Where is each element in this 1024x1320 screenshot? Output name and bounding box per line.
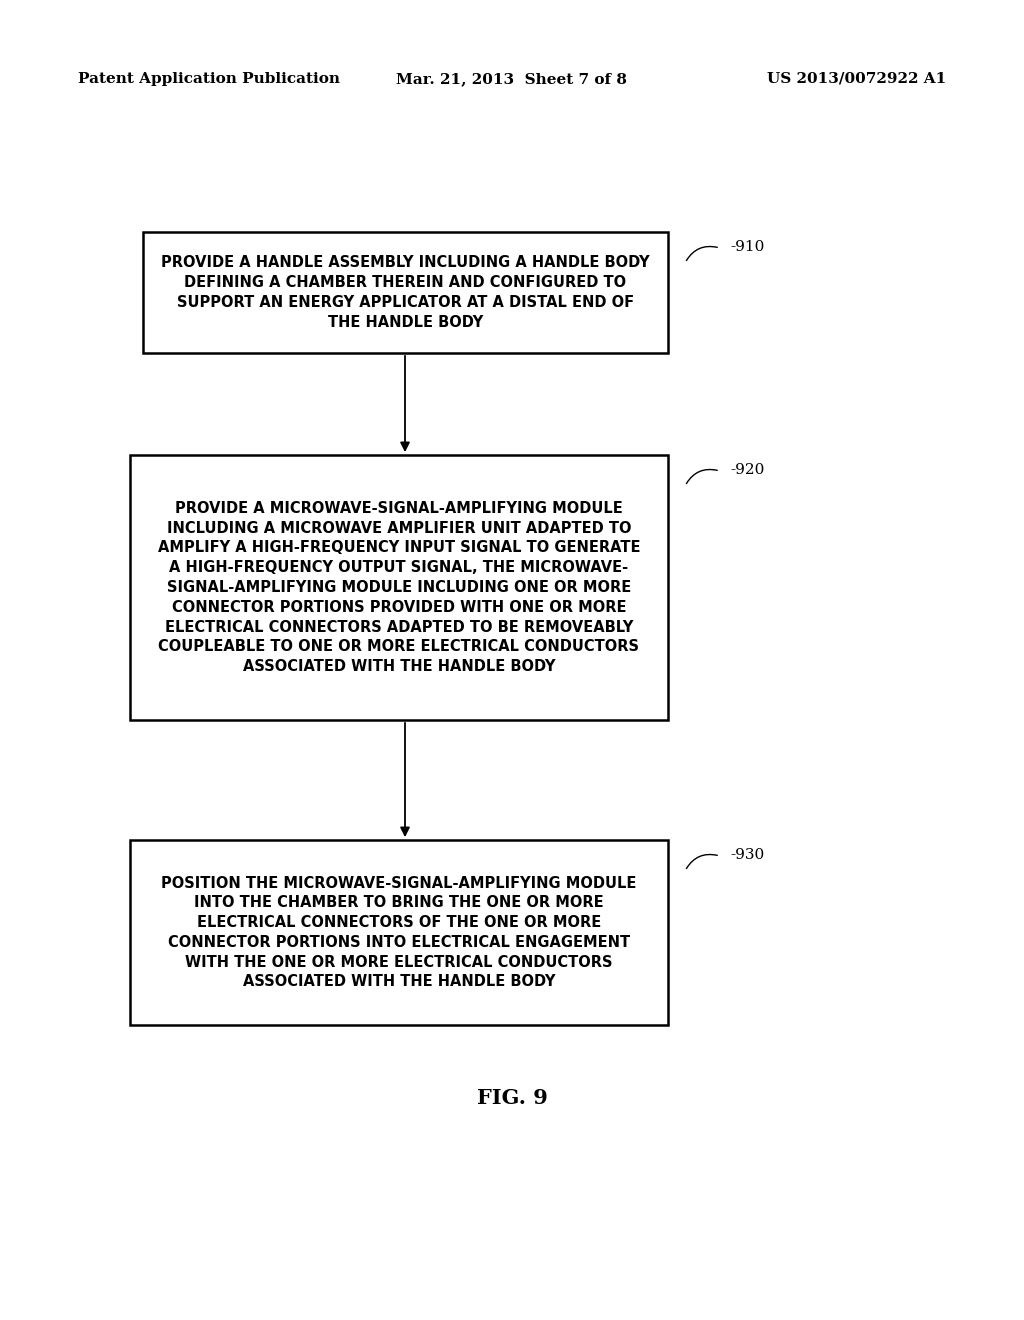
Bar — [130, 840, 668, 1026]
Text: PROVIDE A HANDLE ASSEMBLY INCLUDING A HANDLE BODY
DEFINING A CHAMBER THEREIN AND: PROVIDE A HANDLE ASSEMBLY INCLUDING A HA… — [161, 255, 650, 330]
Text: Mar. 21, 2013  Sheet 7 of 8: Mar. 21, 2013 Sheet 7 of 8 — [396, 73, 628, 86]
Text: PROVIDE A MICROWAVE-SIGNAL-AMPLIFYING MODULE
INCLUDING A MICROWAVE AMPLIFIER UNI: PROVIDE A MICROWAVE-SIGNAL-AMPLIFYING MO… — [158, 500, 640, 675]
Text: -920: -920 — [730, 463, 764, 477]
Text: US 2013/0072922 A1: US 2013/0072922 A1 — [767, 73, 946, 86]
Text: -930: -930 — [730, 847, 764, 862]
Bar — [130, 455, 668, 719]
Bar — [143, 232, 668, 352]
Text: Patent Application Publication: Patent Application Publication — [78, 73, 340, 86]
Text: -910: -910 — [730, 240, 764, 253]
Text: FIG. 9: FIG. 9 — [476, 1088, 548, 1107]
Text: POSITION THE MICROWAVE-SIGNAL-AMPLIFYING MODULE
INTO THE CHAMBER TO BRING THE ON: POSITION THE MICROWAVE-SIGNAL-AMPLIFYING… — [162, 875, 637, 990]
